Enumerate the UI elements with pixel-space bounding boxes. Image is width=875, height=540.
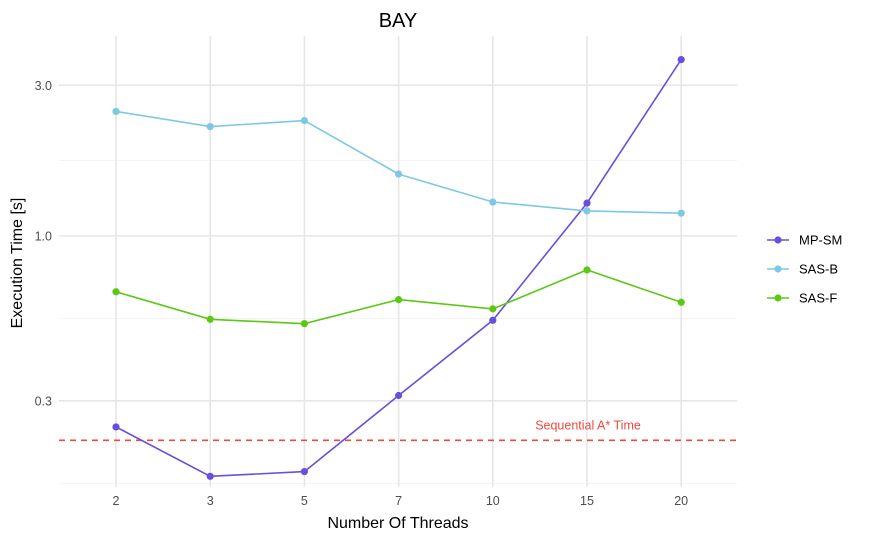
x-tick-label: 15 bbox=[580, 494, 594, 508]
x-tick-label: 7 bbox=[395, 494, 402, 508]
reference-line-label: Sequential A* Time bbox=[535, 418, 641, 432]
data-point-sas-b bbox=[489, 198, 497, 206]
data-point-sas-b bbox=[206, 122, 214, 131]
data-point-sas-f bbox=[489, 305, 497, 313]
data-point-mp-sm bbox=[583, 199, 591, 207]
data-point-mp-sm bbox=[677, 55, 685, 64]
series-group bbox=[112, 55, 685, 480]
legend-key-point bbox=[774, 236, 782, 244]
x-axis-title: Number Of Threads bbox=[327, 515, 468, 532]
legend-key-point bbox=[774, 294, 782, 302]
data-point-sas-b bbox=[583, 207, 591, 215]
data-point-sas-f bbox=[112, 288, 120, 296]
legend-label: SAS-B bbox=[799, 262, 838, 277]
data-point-sas-b bbox=[112, 107, 120, 116]
data-point-mp-sm bbox=[489, 316, 497, 324]
data-point-mp-sm bbox=[300, 468, 308, 476]
legend-label: SAS-F bbox=[799, 291, 837, 306]
x-tick-label: 2 bbox=[113, 494, 120, 508]
data-point-sas-f bbox=[300, 320, 308, 328]
data-point-sas-b bbox=[300, 116, 308, 125]
legend-key-point bbox=[774, 265, 782, 273]
data-point-mp-sm bbox=[395, 391, 403, 400]
data-point-sas-f bbox=[677, 298, 685, 306]
tick-labels: 0.3 1.0 3.0 2 3 5 7 10 15 20 bbox=[35, 79, 689, 508]
legend: MP-SM SAS-B SAS-F bbox=[767, 233, 842, 306]
x-tick-label: 3 bbox=[207, 494, 214, 508]
data-point-mp-sm bbox=[206, 472, 214, 480]
x-tick-label: 10 bbox=[486, 494, 500, 508]
data-point-sas-b bbox=[677, 209, 685, 217]
x-tick-label: 5 bbox=[301, 494, 308, 508]
data-point-mp-sm bbox=[112, 423, 120, 431]
data-point-sas-f bbox=[395, 296, 403, 304]
data-point-sas-b bbox=[395, 170, 403, 178]
data-point-sas-f bbox=[206, 315, 214, 323]
y-tick-label: 3.0 bbox=[35, 79, 52, 93]
data-point-sas-f bbox=[583, 266, 591, 274]
reference-line-group: Sequential A* Time bbox=[59, 418, 737, 442]
chart-title: BAY bbox=[379, 10, 418, 32]
y-tick-label: 1.0 bbox=[35, 229, 52, 243]
x-tick-label: 20 bbox=[674, 494, 688, 508]
y-tick-label: 0.3 bbox=[35, 394, 52, 408]
grid bbox=[59, 36, 737, 487]
legend-label: MP-SM bbox=[799, 233, 842, 248]
y-axis-title: Execution Time [s] bbox=[9, 198, 26, 329]
